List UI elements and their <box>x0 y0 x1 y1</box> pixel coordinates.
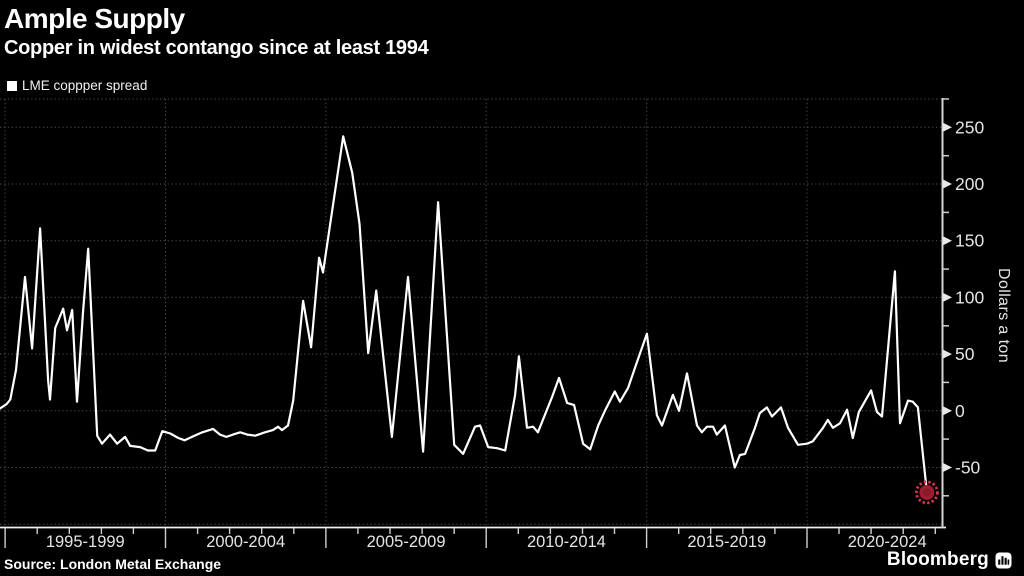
svg-text:2020-2024: 2020-2024 <box>848 533 927 551</box>
chart-title: Ample Supply <box>4 3 185 34</box>
x-axis-labels: 1995-1999 2000-2004 2005-2009 2010-2014 2015… <box>46 533 927 551</box>
legend-label: LME coppper spread <box>22 78 148 93</box>
y-axis-ticks: 250 200 150 100 50 0 -50 <box>943 98 984 497</box>
svg-text:250: 250 <box>955 117 984 137</box>
svg-text:150: 150 <box>955 231 984 251</box>
svg-text:2015-2019: 2015-2019 <box>687 533 766 551</box>
series-line <box>0 135 929 494</box>
y-axis-title: Dollars a ton <box>995 268 1012 364</box>
y-gridlines <box>0 98 942 525</box>
axes <box>0 98 946 529</box>
chart-subtitle: Copper in widest contango since at least… <box>4 37 429 59</box>
svg-text:50: 50 <box>955 344 975 364</box>
x-gridlines <box>4 99 808 527</box>
svg-text:2010-2014: 2010-2014 <box>527 533 606 551</box>
svg-text:2000-2004: 2000-2004 <box>206 533 285 551</box>
bloomberg-wordmark: Bloomberg <box>886 549 989 570</box>
chart-header: Ample Supply Copper in widest contango s… <box>4 2 429 60</box>
svg-text:0: 0 <box>955 401 965 421</box>
legend: LME coppper spread <box>7 78 147 93</box>
endpoint-marker <box>915 480 939 505</box>
svg-text:-50: -50 <box>955 458 981 478</box>
bloomberg-logo: Bloomberg <box>887 549 1012 571</box>
svg-text:200: 200 <box>955 174 984 194</box>
source-text: Source: London Metal Exchange <box>4 556 222 572</box>
svg-text:100: 100 <box>955 287 984 307</box>
x-axis-ticks <box>4 528 936 548</box>
svg-text:1995-1999: 1995-1999 <box>46 533 125 551</box>
bloomberg-chart-icon <box>995 552 1012 568</box>
legend-swatch-icon <box>7 80 17 91</box>
svg-text:2005-2009: 2005-2009 <box>367 533 446 551</box>
